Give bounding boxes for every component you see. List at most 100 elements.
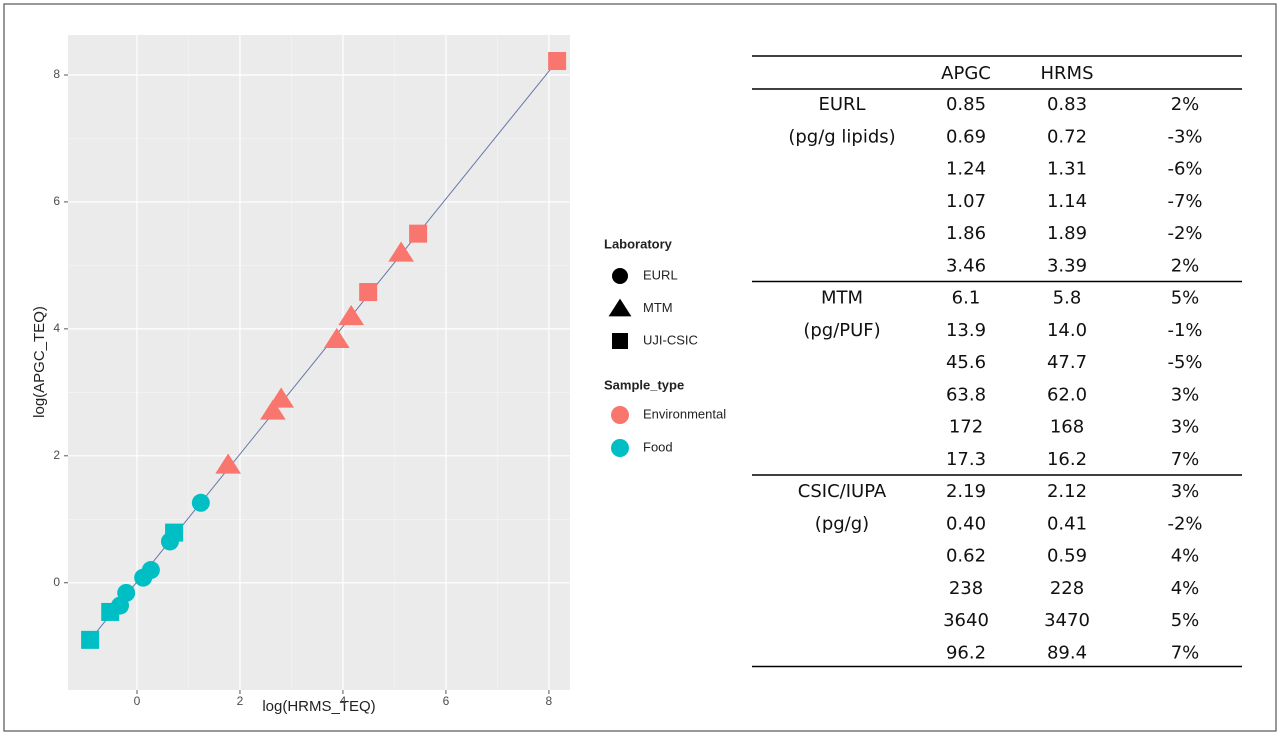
table-cell: 1.31 <box>1047 159 1087 180</box>
x-tick-label: 6 <box>443 694 450 708</box>
group-label: CSIC/IUPA <box>798 481 887 502</box>
legend-label: Food <box>643 439 673 454</box>
legend-title: Sample_type <box>604 377 684 392</box>
group-label: (pg/g) <box>815 513 869 534</box>
table-cell: 0.69 <box>946 126 986 147</box>
point <box>134 568 153 587</box>
table-cell: 5% <box>1171 288 1200 309</box>
table-cell: 5% <box>1171 610 1200 631</box>
table-cell: 7% <box>1171 449 1200 470</box>
point <box>191 493 210 512</box>
point <box>338 305 365 326</box>
legend-label: EURL <box>643 267 678 282</box>
point <box>409 224 428 243</box>
x-tick-label: 8 <box>546 694 553 708</box>
table-cell: 168 <box>1050 417 1084 438</box>
table-cell: 62.0 <box>1047 384 1087 405</box>
point <box>101 602 120 621</box>
table-cell: -1% <box>1167 320 1202 341</box>
table-cell: 3% <box>1171 384 1200 405</box>
table-cell: -3% <box>1167 126 1202 147</box>
legend-symbol <box>612 333 628 349</box>
table-cell: 1.07 <box>946 191 986 212</box>
point <box>165 523 184 542</box>
table-cell: 17.3 <box>946 449 986 470</box>
table-cell: 6.1 <box>952 288 981 309</box>
group-label: MTM <box>821 288 863 309</box>
table-cell: 7% <box>1171 642 1200 663</box>
legend-symbol <box>611 439 629 457</box>
legend-symbol <box>611 406 629 424</box>
table-cell: 0.41 <box>1047 513 1087 534</box>
y-tick-label: 0 <box>53 575 60 589</box>
table-cell: 0.85 <box>946 94 986 115</box>
legend-symbol <box>608 298 632 317</box>
point <box>260 399 286 420</box>
frame <box>3 3 1277 732</box>
table-cell: 45.6 <box>946 352 986 373</box>
table-cell: -2% <box>1167 513 1202 534</box>
table-cell: 3% <box>1171 417 1200 438</box>
table-cell: 2% <box>1171 94 1200 115</box>
table-cell: 14.0 <box>1047 320 1087 341</box>
point <box>548 52 567 71</box>
legend-label: Environmental <box>643 406 726 421</box>
table-cell: 1.89 <box>1047 223 1087 244</box>
group-label: (pg/PUF) <box>803 320 880 341</box>
table-cell: 96.2 <box>946 642 986 663</box>
legend-title: Laboratory <box>604 236 673 251</box>
table-cell: 1.24 <box>946 159 986 180</box>
legend-label: UJI-CSIC <box>643 332 698 347</box>
table-cell: 3.46 <box>946 255 986 276</box>
table-cell: 3% <box>1171 481 1200 502</box>
table-cell: 172 <box>949 417 983 438</box>
point <box>388 241 414 262</box>
table-cell: 3470 <box>1044 610 1090 631</box>
point <box>323 327 350 348</box>
y-tick-label: 8 <box>53 67 60 81</box>
table-cell: -5% <box>1167 352 1202 373</box>
table-cell: 4% <box>1171 546 1200 567</box>
table-cell: 0.83 <box>1047 94 1087 115</box>
table-cell: 5.8 <box>1053 288 1082 309</box>
table-cell: 2% <box>1171 255 1200 276</box>
point <box>81 630 100 649</box>
table-cell: 89.4 <box>1047 642 1087 663</box>
plot-panel <box>68 35 570 690</box>
y-tick-label: 4 <box>53 321 60 335</box>
table-header: APGC <box>941 63 991 84</box>
x-tick-label: 0 <box>134 694 141 708</box>
table-cell: 47.7 <box>1047 352 1087 373</box>
group-label: (pg/g lipids) <box>788 126 895 147</box>
table-cell: 13.9 <box>946 320 986 341</box>
y-tick-label: 6 <box>53 194 60 208</box>
y-tick-label: 2 <box>53 448 60 462</box>
legend-symbol <box>612 268 628 284</box>
table-cell: 1.14 <box>1047 191 1087 212</box>
table-cell: 16.2 <box>1047 449 1087 470</box>
legend-label: MTM <box>643 300 673 315</box>
table-cell: 2.12 <box>1047 481 1087 502</box>
table-cell: 2.19 <box>946 481 986 502</box>
x-axis-title: log(HRMS_TEQ) <box>262 698 375 715</box>
table-cell: 3640 <box>943 610 989 631</box>
table-cell: 0.40 <box>946 513 986 534</box>
table-cell: -2% <box>1167 223 1202 244</box>
table-cell: 3.39 <box>1047 255 1087 276</box>
group-label: EURL <box>818 94 865 115</box>
table-cell: 0.72 <box>1047 126 1087 147</box>
table-cell: 228 <box>1050 578 1084 599</box>
table-cell: 4% <box>1171 578 1200 599</box>
table-cell: -7% <box>1167 191 1202 212</box>
table-cell: 0.62 <box>946 546 986 567</box>
table-cell: 63.8 <box>946 384 986 405</box>
y-axis-title: log(APGC_TEQ) <box>31 306 48 418</box>
table-cell: -6% <box>1167 159 1202 180</box>
point <box>215 453 241 474</box>
table-cell: 1.86 <box>946 223 986 244</box>
table-cell: 0.59 <box>1047 546 1087 567</box>
point <box>359 283 378 302</box>
x-tick-label: 2 <box>237 694 244 708</box>
table-cell: 238 <box>949 578 983 599</box>
